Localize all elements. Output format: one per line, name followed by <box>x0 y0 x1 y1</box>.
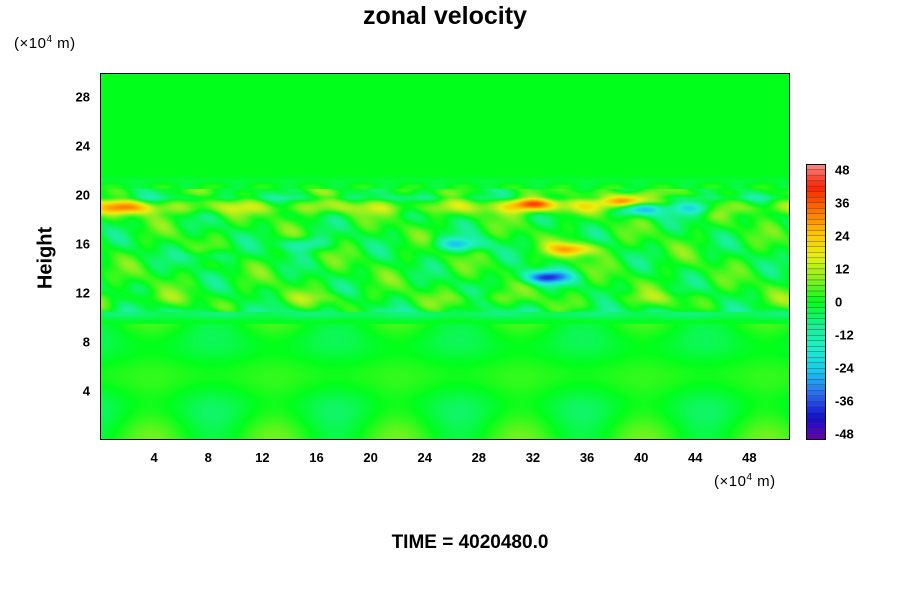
x-tick-label: 48 <box>742 450 757 465</box>
colorbar-tick-label: 0 <box>835 294 843 310</box>
colorbar-swatch <box>806 417 826 424</box>
colorbar <box>806 164 826 440</box>
colorbar-swatch <box>806 268 826 275</box>
colorbar-swatch <box>806 279 826 286</box>
colorbar-swatch <box>806 185 826 192</box>
x-tick-label: 44 <box>688 450 703 465</box>
x-axis-unit: (×104 m) <box>714 472 776 490</box>
x-tick-label: 28 <box>471 450 487 465</box>
colorbar-swatch <box>806 301 826 308</box>
colorbar-swatch <box>806 274 826 281</box>
colorbar-swatch <box>806 164 826 170</box>
x-tick-label: 36 <box>579 450 595 465</box>
colorbar-tick-label: 48 <box>835 162 850 178</box>
heatmap-field <box>100 73 790 440</box>
colorbar-swatch <box>806 252 826 258</box>
colorbar-frame <box>806 164 826 440</box>
colorbar-swatch <box>806 241 826 247</box>
colorbar-swatch <box>806 368 826 374</box>
colorbar-tick-label: 36 <box>835 195 850 211</box>
y-tick-label: 4 <box>82 383 90 399</box>
colorbar-swatch <box>806 296 826 303</box>
y-tick-label: 24 <box>75 138 90 154</box>
colorbar-swatch <box>806 169 826 176</box>
y-tick-label: 28 <box>75 89 90 105</box>
y-tick-label: 16 <box>75 236 90 252</box>
x-tick-label: 12 <box>255 450 270 465</box>
colorbar-swatch <box>806 257 826 264</box>
x-tick-label: 24 <box>417 450 432 465</box>
y-tick-label: 20 <box>75 187 90 203</box>
colorbar-swatch <box>806 246 826 253</box>
colorbar-swatch <box>806 318 826 325</box>
colorbar-swatch <box>806 312 826 319</box>
colorbar-swatch <box>806 395 826 402</box>
colorbar-swatch <box>806 406 826 413</box>
colorbar-swatch <box>806 379 826 385</box>
colorbar-swatch <box>806 334 826 341</box>
x-tick-label: 4 <box>150 450 158 465</box>
x-tick-label: 8 <box>204 450 212 465</box>
colorbar-tick-label: -48 <box>835 426 854 442</box>
colorbar-swatch <box>806 224 826 231</box>
colorbar-swatch <box>806 219 826 225</box>
colorbar-swatch <box>806 285 826 292</box>
colorbar-swatch <box>806 351 826 358</box>
plot-frame <box>100 73 790 440</box>
heatmap-plot <box>100 73 790 440</box>
colorbar-swatch <box>806 323 826 330</box>
colorbar-tick-label: 24 <box>835 228 850 244</box>
x-tick-label: 20 <box>363 450 378 465</box>
colorbar-tick-label: -36 <box>835 393 854 409</box>
chart-title: zonal velocity <box>363 2 527 30</box>
colorbar-swatch <box>806 340 826 347</box>
y-axis-unit: (×104 m) <box>14 34 76 52</box>
colorbar-swatch <box>806 208 826 214</box>
colorbar-swatch <box>806 230 826 236</box>
colorbar-swatch <box>806 191 826 198</box>
colorbar-swatch <box>806 357 826 363</box>
colorbar-tick-label: -24 <box>835 360 854 376</box>
x-tick-label: 40 <box>633 450 649 465</box>
colorbar-swatch <box>806 373 826 380</box>
colorbar-tick-label: -12 <box>835 327 854 343</box>
y-tick-label: 8 <box>82 334 90 350</box>
colorbar-swatch <box>806 202 826 209</box>
colorbar-tick-label: 12 <box>835 261 850 277</box>
colorbar-swatch <box>806 213 826 220</box>
colorbar-swatch <box>806 390 826 396</box>
x-tick-label: 32 <box>525 450 541 465</box>
colorbar-swatch <box>806 263 826 270</box>
x-tick-label: 16 <box>309 450 324 465</box>
colorbar-swatch <box>806 290 826 297</box>
y-axis-label: Height <box>34 226 57 290</box>
colorbar-swatch <box>806 384 826 391</box>
colorbar-swatch <box>806 196 826 203</box>
colorbar-swatch <box>806 401 826 408</box>
colorbar-swatch <box>806 307 826 314</box>
colorbar-swatch <box>806 180 826 187</box>
colorbar-swatch <box>806 346 826 352</box>
colorbar-swatch <box>806 362 826 369</box>
colorbar-swatch <box>806 428 826 435</box>
colorbar-swatch <box>806 412 826 419</box>
colorbar-swatch <box>806 329 826 336</box>
time-label: TIME = 4020480.0 <box>391 532 549 553</box>
y-tick-label: 12 <box>75 285 90 301</box>
colorbar-swatch <box>806 423 826 430</box>
colorbar-swatch <box>806 174 826 181</box>
colorbar-swatch <box>806 235 826 242</box>
